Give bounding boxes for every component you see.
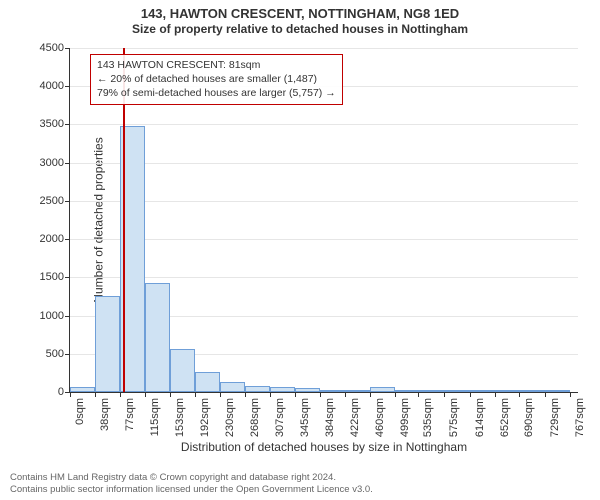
x-tick-label: 652sqm: [499, 398, 511, 437]
x-tick-label: 0sqm: [74, 398, 86, 425]
chart-title: 143, HAWTON CRESCENT, NOTTINGHAM, NG8 1E…: [0, 0, 600, 37]
y-tick-label: 1500: [4, 271, 64, 283]
legend-line-3: 79% of semi-detached houses are larger (…: [97, 86, 336, 100]
y-tick-label: 0: [4, 386, 64, 398]
gridline: [70, 239, 578, 240]
footer-line-2: Contains public sector information licen…: [10, 484, 373, 496]
x-tick-label: 77sqm: [124, 398, 136, 431]
histogram-bar: [95, 296, 120, 392]
title-line1: 143, HAWTON CRESCENT, NOTTINGHAM, NG8 1E…: [0, 6, 600, 22]
chart-container: 143, HAWTON CRESCENT, NOTTINGHAM, NG8 1E…: [0, 0, 600, 500]
legend-line-2: ← 20% of detached houses are smaller (1,…: [97, 72, 336, 86]
x-tick-label: 422sqm: [349, 398, 361, 437]
histogram-bar: [195, 372, 220, 392]
legend-box: 143 HAWTON CRESCENT: 81sqm ← 20% of deta…: [90, 54, 343, 105]
x-tick-label: 535sqm: [422, 398, 434, 437]
x-tick-label: 729sqm: [549, 398, 561, 437]
x-tick-label: 153sqm: [174, 398, 186, 437]
x-axis-title: Distribution of detached houses by size …: [70, 440, 578, 454]
footer-line-1: Contains HM Land Registry data © Crown c…: [10, 472, 373, 484]
histogram-bar: [220, 382, 245, 392]
y-tick-label: 3500: [4, 118, 64, 130]
legend-line-1: 143 HAWTON CRESCENT: 81sqm: [97, 58, 336, 72]
x-tick-label: 767sqm: [574, 398, 586, 437]
x-tick-label: 268sqm: [249, 398, 261, 437]
gridline: [70, 48, 578, 49]
histogram-bar: [170, 349, 195, 392]
y-tick-label: 4500: [4, 42, 64, 54]
x-tick-label: 345sqm: [299, 398, 311, 437]
y-tick-label: 1000: [4, 310, 64, 322]
x-tick-label: 690sqm: [523, 398, 535, 437]
y-tick-label: 3000: [4, 157, 64, 169]
title-line2: Size of property relative to detached ho…: [0, 22, 600, 37]
x-axis-line: [70, 392, 578, 393]
x-tick-label: 499sqm: [399, 398, 411, 437]
x-tick-label: 115sqm: [149, 398, 161, 436]
y-axis-title-wrap: Number of detached properties: [6, 48, 24, 392]
gridline: [70, 163, 578, 164]
x-tick-label: 192sqm: [199, 398, 211, 437]
footer-attribution: Contains HM Land Registry data © Crown c…: [10, 472, 373, 496]
gridline: [70, 124, 578, 125]
x-tick-label: 230sqm: [224, 398, 236, 437]
x-tick-label: 575sqm: [448, 398, 460, 437]
x-tick-label: 307sqm: [274, 398, 286, 437]
x-tick-label: 384sqm: [324, 398, 336, 437]
y-axis-line: [69, 48, 70, 392]
x-tick-label: 460sqm: [374, 398, 386, 437]
y-tick-label: 500: [4, 348, 64, 360]
y-tick-label: 2000: [4, 233, 64, 245]
gridline: [70, 201, 578, 202]
y-tick-label: 2500: [4, 195, 64, 207]
y-tick-label: 4000: [4, 80, 64, 92]
x-tick-label: 38sqm: [99, 398, 111, 431]
gridline: [70, 277, 578, 278]
x-tick-label: 614sqm: [474, 398, 486, 437]
histogram-bar: [145, 283, 170, 392]
